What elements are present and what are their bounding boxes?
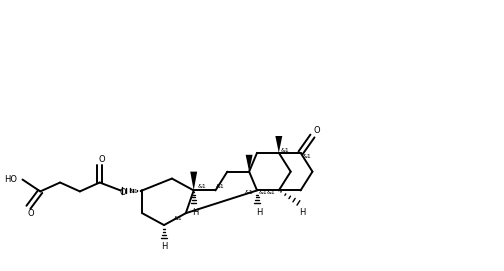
Text: &1: &1 bbox=[259, 190, 267, 195]
Text: H: H bbox=[193, 208, 199, 217]
Text: H: H bbox=[161, 242, 167, 251]
Polygon shape bbox=[190, 172, 197, 191]
Text: O: O bbox=[313, 125, 320, 135]
Text: &1: &1 bbox=[267, 190, 275, 195]
Text: &1: &1 bbox=[280, 148, 289, 153]
Text: &1: &1 bbox=[245, 190, 254, 195]
Polygon shape bbox=[245, 155, 253, 172]
Text: &1: &1 bbox=[302, 154, 311, 159]
Text: O: O bbox=[119, 188, 126, 197]
Text: &1: &1 bbox=[173, 216, 182, 221]
Text: &1: &1 bbox=[216, 184, 225, 189]
Text: HO: HO bbox=[5, 175, 18, 184]
Text: H: H bbox=[256, 208, 262, 217]
Text: &1: &1 bbox=[130, 189, 139, 194]
Polygon shape bbox=[275, 136, 282, 153]
Text: O: O bbox=[27, 209, 34, 218]
Text: H: H bbox=[299, 208, 306, 217]
Text: &1: &1 bbox=[197, 184, 206, 189]
Text: O: O bbox=[98, 155, 105, 164]
